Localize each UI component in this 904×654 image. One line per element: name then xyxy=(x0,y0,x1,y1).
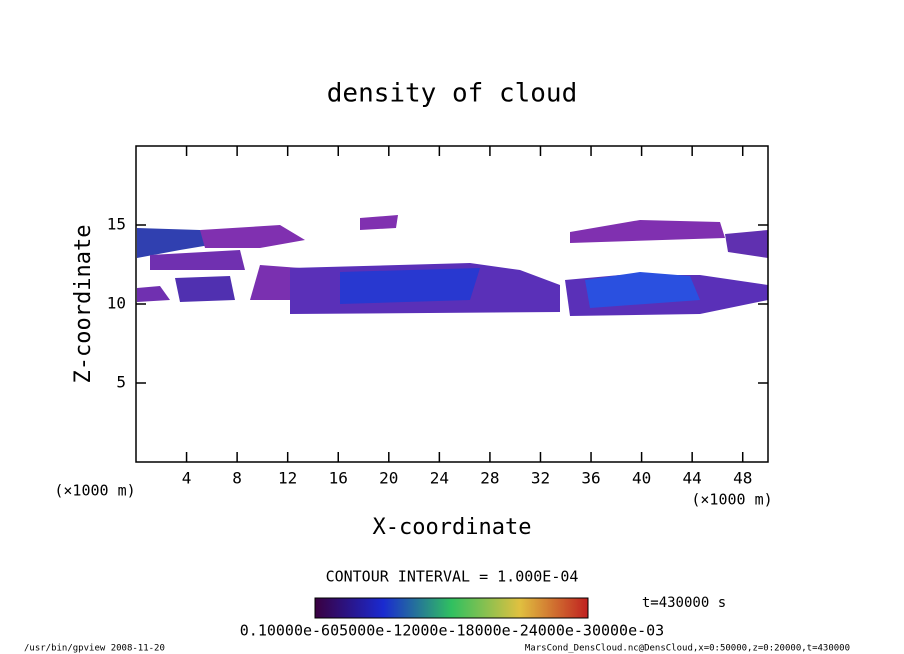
chart-title: density of cloud xyxy=(327,79,577,109)
x-tick-label: 48 xyxy=(733,469,752,488)
x-tick-label: 28 xyxy=(480,469,499,488)
y-tick-label: 10 xyxy=(107,294,126,313)
contour-interval: CONTOUR INTERVAL = 1.000E-04 xyxy=(326,568,579,586)
x-tick-label: 24 xyxy=(430,469,449,488)
colorbar-labels: 0.10000e-605000e-12000e-18000e-24000e-30… xyxy=(240,622,664,640)
time-label: t=430000 s xyxy=(642,595,726,611)
x-axis-label: X-coordinate xyxy=(373,515,532,540)
x-tick-label: 36 xyxy=(581,469,600,488)
x-tick-label: 4 xyxy=(182,469,192,488)
y-tick-label: 15 xyxy=(107,215,126,234)
x-tick-label: 8 xyxy=(232,469,242,488)
x-tick-label: 44 xyxy=(683,469,702,488)
y-tick-label: 5 xyxy=(116,373,126,392)
footer-left: /usr/bin/gpview 2008-11-20 xyxy=(24,644,165,654)
x-tick-label: 32 xyxy=(531,469,550,488)
x-tick-label: 16 xyxy=(329,469,348,488)
cloud-field xyxy=(137,215,768,316)
x-tick-label: 20 xyxy=(379,469,398,488)
y-unit: (×1000 m) xyxy=(54,482,135,500)
footer-right: MarsCond_DensCloud.nc@DensCloud,x=0:5000… xyxy=(525,644,850,654)
x-tick-label: 40 xyxy=(632,469,651,488)
y-axis-label: Z-coordinate xyxy=(71,225,96,384)
x-unit: (×1000 m) xyxy=(691,491,772,509)
x-tick-label: 12 xyxy=(278,469,297,488)
colorbar xyxy=(314,597,589,619)
